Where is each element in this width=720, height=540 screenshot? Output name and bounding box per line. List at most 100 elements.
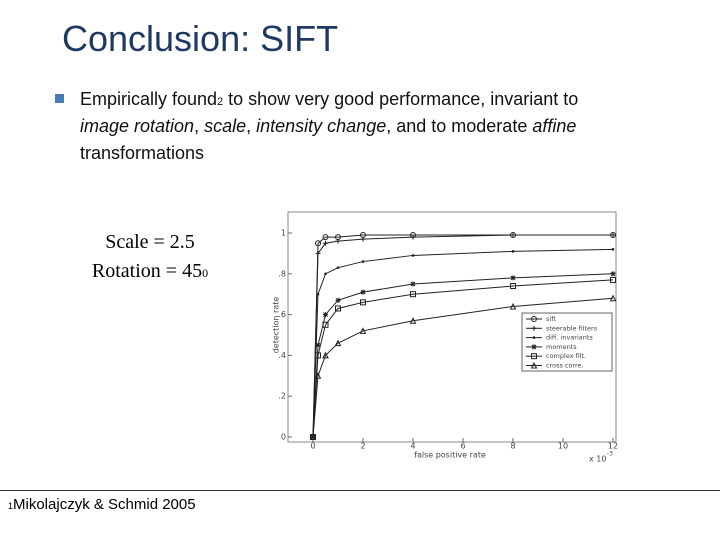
footnote-rule	[0, 490, 720, 491]
y-tick-label: 0	[281, 433, 286, 442]
marker-shape	[360, 236, 366, 242]
footnote: 1Mikolajczyk & Schmid 2005	[8, 496, 196, 513]
marker-shape	[324, 272, 327, 276]
marker	[511, 250, 515, 253]
marker-shape	[314, 372, 322, 379]
marker	[322, 351, 329, 359]
marker-shape	[360, 299, 366, 306]
marker-shape	[315, 240, 321, 247]
y-tick-label: .6	[278, 310, 286, 319]
series-line	[312, 248, 614, 438]
marker	[509, 302, 517, 310]
text: intensity change	[256, 116, 387, 136]
text: ,	[246, 116, 257, 136]
marker-shape	[315, 352, 321, 359]
marker-shape	[410, 281, 416, 287]
marker-shape	[315, 342, 321, 348]
marker	[410, 291, 416, 298]
text: transformations	[80, 143, 205, 163]
marker	[610, 232, 616, 238]
text: Empirically found	[80, 89, 218, 109]
marker	[531, 344, 537, 350]
marker-shape	[322, 234, 329, 241]
marker	[335, 305, 341, 312]
y-axis-label: detection rate	[272, 297, 281, 354]
marker	[309, 433, 317, 440]
marker-shape	[411, 254, 415, 257]
marker-shape	[531, 316, 537, 322]
marker-shape	[510, 275, 516, 281]
marker-shape	[316, 292, 320, 296]
marker	[510, 283, 516, 290]
slide-title: Conclusion: SIFT	[62, 18, 339, 59]
bullet-text: Empirically found2 to show very good per…	[80, 86, 578, 167]
marker	[322, 234, 329, 241]
marker	[334, 339, 342, 347]
marker	[611, 248, 615, 251]
marker	[410, 281, 416, 287]
y-tick-label: .8	[278, 269, 286, 278]
x-tick-label: 8	[510, 442, 515, 451]
marker	[531, 316, 537, 322]
y-tick-label: 1	[281, 229, 286, 238]
text: to show very good performance, invariant…	[223, 89, 579, 109]
marker	[315, 240, 321, 247]
marker-shape	[334, 339, 342, 347]
ref: 2	[217, 96, 224, 108]
marker	[361, 260, 365, 263]
sup: 0	[202, 266, 209, 280]
marker-shape	[361, 260, 365, 263]
marker	[336, 266, 340, 269]
text: image rotation	[80, 116, 195, 136]
marker-shape	[335, 297, 341, 303]
marker-shape	[335, 305, 341, 312]
x-axis-label: false positive rate	[414, 451, 486, 460]
marker-shape	[360, 289, 366, 295]
marker-shape	[531, 325, 537, 331]
marker	[315, 250, 321, 256]
marker	[324, 272, 327, 276]
marker-shape	[610, 271, 616, 277]
marker-shape	[610, 276, 616, 283]
rotation: Rotation = 450	[60, 257, 240, 286]
legend-label: complex filt.	[546, 352, 586, 360]
marker	[531, 325, 537, 331]
marker	[314, 372, 322, 379]
marker-shape	[323, 312, 328, 318]
marker-shape	[510, 283, 516, 290]
scale: Scale = 2.5	[105, 231, 195, 253]
marker	[609, 294, 617, 302]
marker-shape	[359, 327, 367, 334]
legend-label: steerable filters	[546, 324, 598, 332]
marker	[335, 297, 341, 303]
marker	[531, 353, 537, 360]
text: , and to moderate	[386, 116, 533, 136]
series-line	[312, 279, 614, 438]
marker	[322, 321, 329, 328]
marker	[315, 352, 321, 359]
text: Rotation = 45	[91, 260, 203, 282]
series-line	[312, 297, 614, 438]
legend-box	[521, 312, 613, 372]
marker-shape	[530, 361, 538, 369]
marker-shape	[532, 336, 536, 339]
bullet-marker	[55, 94, 64, 103]
x-tick-label: 0	[310, 442, 315, 451]
marker	[360, 236, 366, 242]
marker-shape	[409, 317, 417, 324]
marker	[323, 312, 328, 318]
marker	[532, 336, 536, 339]
marker-shape	[336, 266, 340, 269]
marker-shape	[611, 248, 615, 251]
marker-shape	[309, 433, 317, 440]
marker	[510, 275, 516, 281]
marker	[360, 289, 366, 295]
marker-shape	[511, 250, 515, 253]
text: ,	[194, 116, 205, 136]
marker	[359, 327, 367, 334]
marker-shape	[510, 232, 516, 238]
marker	[411, 254, 415, 257]
marker-shape	[322, 321, 329, 328]
